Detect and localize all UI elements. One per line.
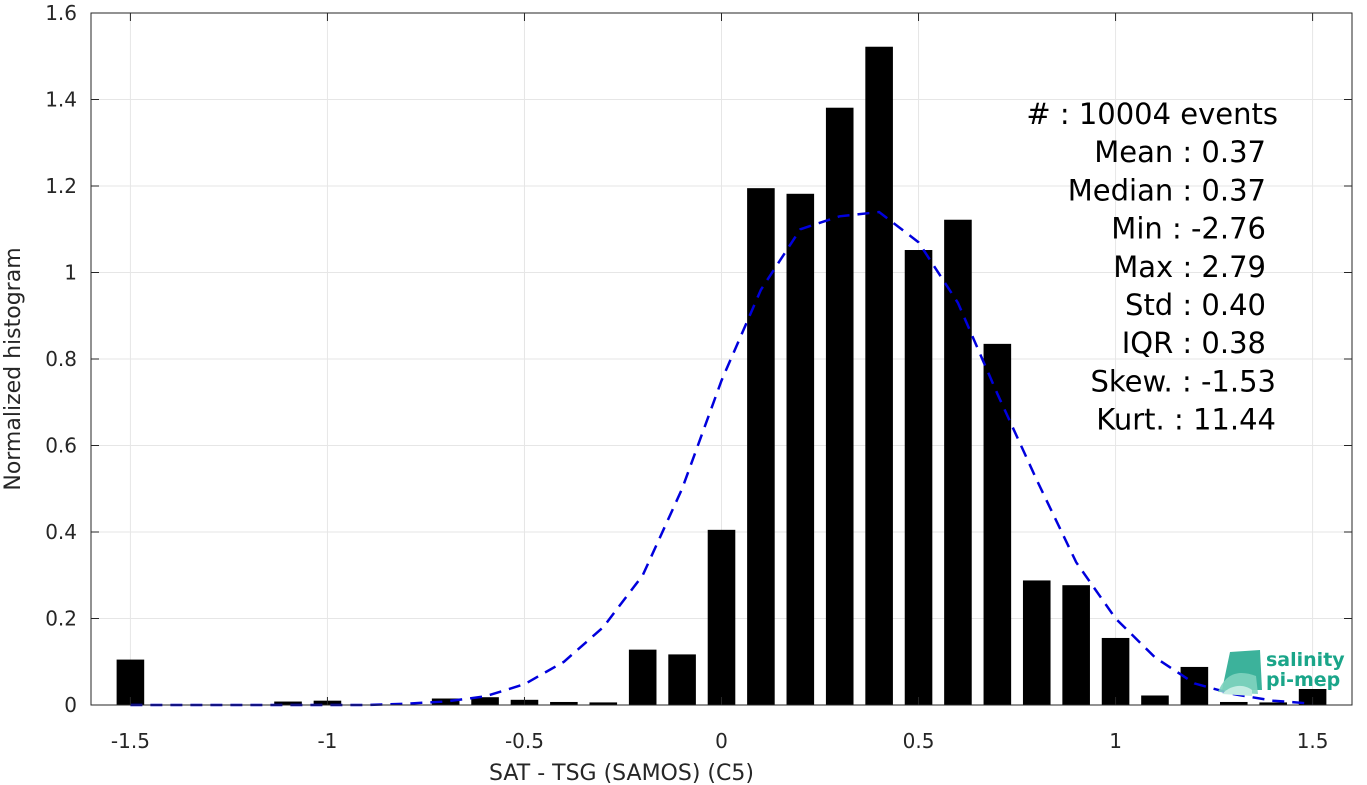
x-tick-labels: -1.5 -1 -0.5 0 0.5 1 1.5 [111, 729, 1329, 753]
x-tick-label-1: -1 [317, 729, 337, 753]
x-tick-label-3: 0 [715, 729, 728, 753]
stats-line-7: Skew. : -1.53 [1090, 364, 1276, 398]
histogram-bar-21 [944, 219, 972, 706]
y-tick-labels: 0 0.2 0.4 0.6 0.8 1 1.2 1.4 1.6 [45, 1, 77, 717]
histogram-bar-12 [589, 702, 618, 705]
histogram-bar-26 [1141, 695, 1169, 705]
y-tick-label-4: 0.8 [45, 347, 77, 371]
y-tick-label-3: 0.6 [45, 434, 77, 458]
histogram-bar-18 [825, 107, 854, 705]
histogram-bars [116, 46, 1327, 706]
grid [91, 12, 1352, 706]
y-tick-label-8: 1.6 [45, 1, 77, 25]
histogram-bar-20 [904, 250, 933, 705]
stats-line-3: Min : -2.76 [1111, 212, 1266, 246]
y-tick-label-0: 0 [64, 693, 77, 717]
y-tick-label-2: 0.4 [45, 520, 77, 544]
x-axis-label: SAT - TSG (SAMOS) (C5) [489, 761, 754, 785]
histogram-bar-19 [865, 46, 893, 706]
histogram-bar-15 [707, 529, 736, 705]
stats-line-0: # : 10004 events [1026, 97, 1278, 131]
stats-line-6: IQR : 0.38 [1122, 326, 1266, 360]
histogram-bar-22 [983, 343, 1012, 705]
logo-line1: salinity [1266, 649, 1345, 671]
salinity-pi-mep-logo: salinity pi-mep [1218, 649, 1345, 696]
histogram-bar-29 [1259, 702, 1287, 705]
histogram-bar-24 [1062, 585, 1090, 705]
histogram-bar-23 [1022, 580, 1051, 705]
histogram-bar-17 [786, 193, 815, 705]
x-tick-label-6: 1.5 [1297, 729, 1329, 753]
histogram-bar-14 [668, 654, 696, 705]
stats-line-5: Std : 0.40 [1125, 288, 1266, 322]
histogram-bar-4 [274, 701, 302, 705]
y-tick-label-1: 0.2 [45, 607, 77, 631]
x-tick-label-4: 0.5 [903, 729, 935, 753]
stats-line-8: Kurt. : 11.44 [1096, 403, 1276, 437]
y-tick-label-7: 1.4 [45, 88, 77, 112]
histogram-bar-8 [431, 698, 460, 705]
stats-line-4: Max : 2.79 [1113, 250, 1266, 284]
fit-curve [130, 210, 1313, 707]
stats-line-1: Mean : 0.37 [1094, 135, 1266, 169]
x-tick-label-0: -1.5 [111, 729, 150, 753]
y-tick-label-5: 1 [64, 261, 77, 285]
stats-line-2: Median : 0.37 [1068, 173, 1266, 207]
x-tick-label-2: -0.5 [505, 729, 544, 753]
y-axis-label: Normalized histogram [1, 247, 26, 490]
axis-ticks [91, 12, 1352, 706]
histogram-bar-9 [471, 697, 499, 705]
y-tick-label-6: 1.2 [45, 174, 77, 198]
histogram-bar-25 [1101, 637, 1130, 705]
histogram-bar-28 [1219, 701, 1248, 705]
histogram-bar-11 [550, 701, 578, 705]
x-tick-label-5: 1 [1109, 729, 1122, 753]
logo-wave-icon [1218, 650, 1262, 696]
logo-line2: pi-mep [1266, 669, 1340, 691]
histogram-bar-16 [747, 188, 775, 706]
stats-box: # : 10004 events Mean : 0.37 Median : 0.37… [1026, 97, 1278, 437]
histogram-bar-30 [1298, 688, 1327, 705]
histogram-bar-13 [628, 649, 657, 705]
